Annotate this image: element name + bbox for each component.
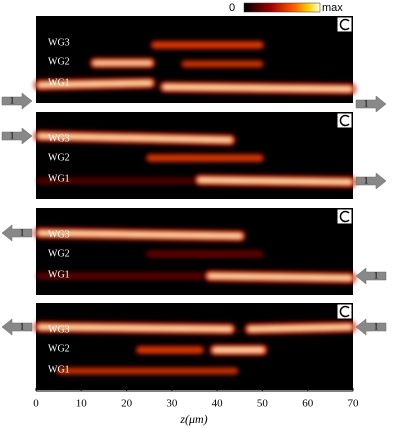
arrow-label: 1 [10, 96, 15, 106]
panel: WG3 WG2 WG1 1 1 [1, 16, 387, 113]
arrow-label: 1 [374, 271, 379, 281]
x-tick-label: 10 [76, 398, 88, 410]
arrow-label: 1 [10, 131, 15, 141]
waveguide-label: WG3 [48, 324, 70, 335]
x-tick-label: 50 [257, 398, 269, 410]
arrow [1, 224, 33, 242]
panel: WG3 WG2 WG1 1 1 [1, 208, 387, 295]
arrow-label: 1 [364, 99, 369, 109]
badge-icon [339, 18, 350, 31]
arrow-label: 1 [20, 322, 25, 332]
beam [38, 231, 242, 238]
waveguide-label: WG3 [48, 229, 70, 240]
panel: WG3 WG2 WG1 1 1 [1, 112, 387, 199]
arrow [1, 318, 33, 336]
arrow [355, 267, 387, 285]
beam [208, 274, 352, 280]
waveguide-label: WG2 [48, 343, 70, 354]
panel: WG3 WG2 WG1 1 1 [1, 303, 387, 390]
beams [34, 321, 356, 376]
arrow [355, 95, 387, 113]
x-tick-label: 0 [33, 398, 39, 410]
x-tick-label: 40 [212, 398, 224, 410]
colorbar [243, 2, 321, 13]
waveguide-label: WG1 [48, 77, 70, 88]
x-axis-label: z(μm) [179, 412, 207, 426]
colorbar-max: max [322, 2, 343, 14]
waveguide-label: WG2 [48, 56, 70, 67]
beam [248, 325, 352, 331]
waveguide-label: WG3 [48, 133, 70, 144]
beam [198, 178, 352, 184]
arrow-label: 1 [364, 176, 369, 186]
arrow [355, 172, 387, 190]
x-tick-label: 30 [166, 398, 178, 410]
colorbar-min: 0 [229, 2, 235, 14]
waveguide-label: WG3 [48, 37, 70, 48]
arrow-label: 1 [374, 322, 379, 332]
x-tick-label: 70 [348, 398, 360, 410]
waveguide-label: WG1 [48, 173, 70, 184]
waveguide-label: WG2 [48, 152, 70, 163]
x-tick-label: 20 [121, 398, 133, 410]
beam [38, 81, 152, 87]
arrow [1, 92, 33, 110]
beam [38, 325, 232, 331]
beams [34, 130, 356, 188]
arrow [355, 318, 387, 336]
badge-icon [339, 210, 350, 223]
waveguide-label: WG1 [48, 269, 70, 280]
arrow-label: 1 [20, 228, 25, 238]
waveguide-label: WG2 [48, 248, 70, 259]
waveguide-label: WG1 [48, 364, 70, 375]
badge-icon [339, 305, 350, 318]
beams [34, 40, 356, 95]
beam [38, 134, 232, 142]
beams [34, 227, 356, 284]
x-tick-label: 60 [302, 398, 314, 410]
beam [163, 85, 352, 91]
badge-icon [339, 114, 350, 127]
arrow [1, 127, 33, 145]
